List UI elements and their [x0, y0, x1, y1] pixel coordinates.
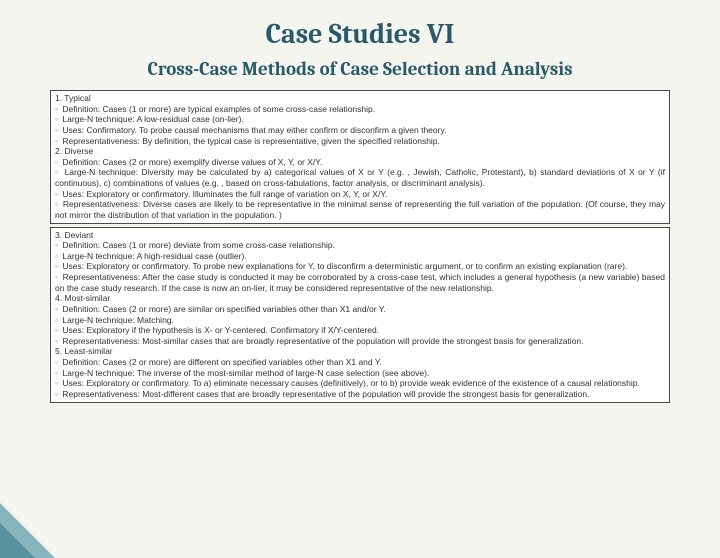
bullet-icon: ◦ [55, 114, 58, 124]
bullet-line: ◦ Definition: Cases (2 or more) exemplif… [55, 157, 322, 167]
section-heading: 2. Diverse [55, 146, 665, 157]
bullet-line: ◦ Uses: Exploratory or confirmatory. To … [55, 378, 640, 388]
bullet-line: ◦ Uses: Exploratory or confirmatory. To … [55, 261, 627, 271]
bullet-line: ◦ Representativeness: Most-different cas… [55, 389, 590, 399]
bullet-line: ◦ Uses: Exploratory or confirmatory. Ill… [55, 189, 387, 199]
bullet-line: ◦ Uses: Exploratory if the hypothesis is… [55, 325, 379, 335]
bullet-icon: ◦ [55, 125, 58, 135]
bullet-line: ◦ Large-N technique: A high-residual cas… [55, 251, 247, 261]
section-heading: 5. Least-similar [55, 346, 665, 357]
bullet-icon: ◦ [55, 389, 58, 399]
bullet-line: ◦ Large-N technique: Matching. [55, 315, 174, 325]
bullet-icon: ◦ [55, 104, 58, 114]
bullet-icon: ◦ [55, 157, 58, 167]
bullet-icon: ◦ [55, 261, 58, 271]
content-area: 1. Typical◦ Definition: Cases (1 or more… [50, 90, 670, 403]
bullet-line: ◦ Representativeness: By definition, the… [55, 136, 440, 146]
bullet-icon: ◦ [55, 136, 58, 146]
box-1: 1. Typical◦ Definition: Cases (1 or more… [50, 90, 670, 224]
corner-decoration-inner [0, 523, 35, 558]
section-heading: 1. Typical [55, 93, 665, 104]
bullet-icon: ◦ [55, 272, 58, 282]
bullet-icon: ◦ [55, 240, 58, 250]
bullet-icon: ◦ [55, 357, 58, 367]
bullet-icon: ◦ [55, 368, 58, 378]
bullet-icon: ◦ [55, 189, 58, 199]
bullet-line: ◦ Representativeness: Most-similar cases… [55, 336, 584, 346]
bullet-icon: ◦ [55, 378, 58, 388]
section-heading: 4. Most-similar [55, 293, 665, 304]
page-title: Case Studies VI [0, 18, 720, 50]
bullet-line: ◦ Large-N technique: Diversity may be ca… [55, 167, 665, 188]
section-heading: 3. Deviant [55, 230, 665, 241]
bullet-icon: ◦ [55, 199, 58, 209]
bullet-icon: ◦ [55, 315, 58, 325]
bullet-line: ◦ Representativeness: After the case stu… [55, 272, 665, 293]
bullet-line: ◦ Definition: Cases (2 or more) are diff… [55, 357, 382, 367]
bullet-line: ◦ Definition: Cases (1 or more) are typi… [55, 104, 375, 114]
bullet-icon: ◦ [55, 304, 58, 314]
bullet-icon: ◦ [55, 336, 58, 346]
bullet-line: ◦ Definition: Cases (1 or more) deviate … [55, 240, 335, 250]
bullet-line: ◦ Uses: Confirmatory. To probe causal me… [55, 125, 446, 135]
page-subtitle: Cross-Case Methods of Case Selection and… [0, 58, 720, 80]
bullet-line: ◦ Large-N technique: The inverse of the … [55, 368, 429, 378]
bullet-icon: ◦ [55, 251, 58, 261]
bullet-line: ◦ Representativeness: Diverse cases are … [55, 199, 665, 220]
bullet-line: ◦ Definition: Cases (2 or more) are simi… [55, 304, 386, 314]
bullet-icon: ◦ [55, 325, 58, 335]
box-2: 3. Deviant◦ Definition: Cases (1 or more… [50, 227, 670, 403]
bullet-line: ◦ Large-N technique: A low-residual case… [55, 114, 244, 124]
bullet-icon: ◦ [55, 167, 59, 177]
